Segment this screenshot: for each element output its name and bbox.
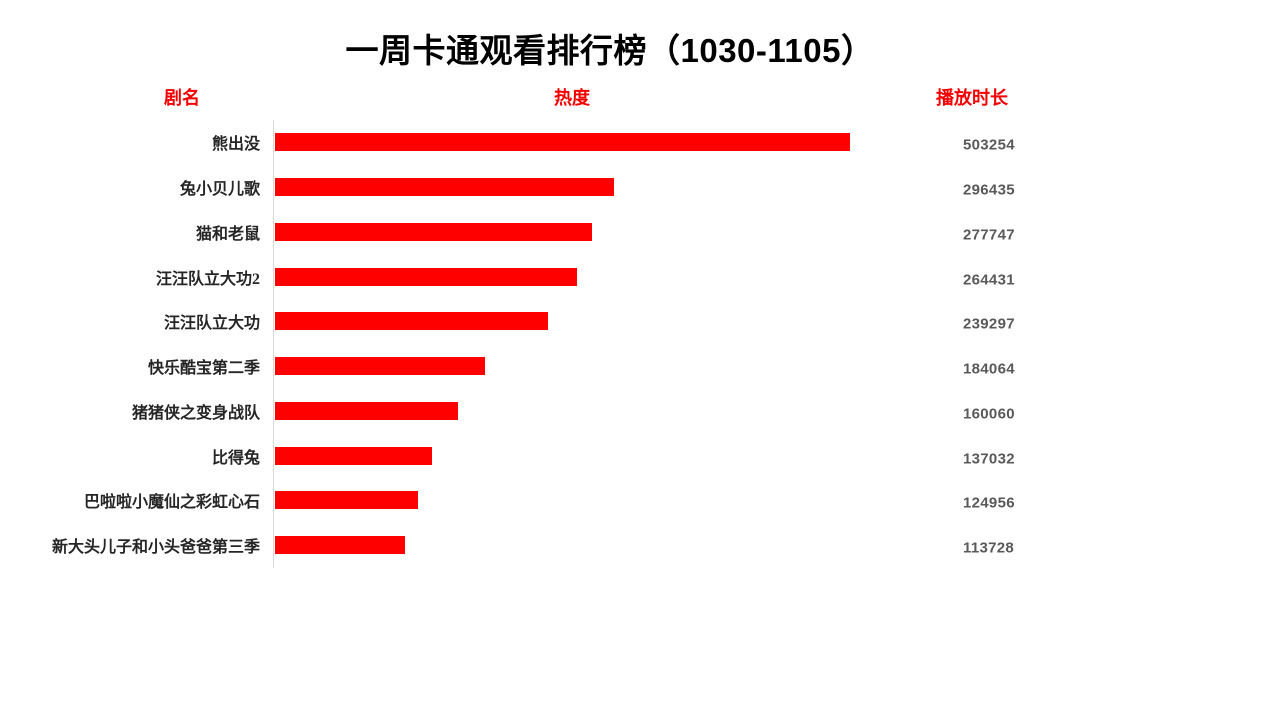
column-header-duration: 播放时长 — [936, 88, 1008, 108]
row-value: 124956 — [963, 494, 1015, 512]
row-label: 新大头儿子和小头爸爸第三季 — [51, 539, 260, 557]
table-row: 新大头儿子和小头爸爸第三季 113728 — [0, 523, 1280, 568]
row-value: 277747 — [963, 226, 1015, 244]
row-bar — [275, 357, 486, 376]
row-bar — [275, 133, 850, 152]
table-row: 快乐酷宝第二季 184064 — [0, 344, 1280, 389]
chart-rows: 熊出没 503254 兔小贝儿歌 296435 猫和老鼠 277747 汪汪队立… — [0, 120, 1280, 568]
row-value: 239297 — [963, 315, 1015, 333]
row-bar — [275, 222, 593, 241]
row-label: 巴啦啦小魔仙之彩虹心石 — [83, 494, 260, 512]
chart-title: 一周卡通观看排行榜（1030-1105） — [345, 32, 875, 69]
row-bar — [275, 401, 458, 420]
row-label: 熊出没 — [211, 136, 260, 154]
y-axis-line — [273, 120, 274, 568]
table-row: 比得兔 137032 — [0, 433, 1280, 478]
row-value: 503254 — [963, 136, 1015, 154]
column-header-heat: 热度 — [554, 88, 590, 108]
row-bar — [275, 491, 418, 510]
row-value: 296435 — [963, 181, 1015, 199]
column-header-name: 剧名 — [164, 88, 200, 108]
row-value: 160060 — [963, 405, 1015, 423]
row-bar — [275, 536, 405, 555]
table-row: 熊出没 503254 — [0, 120, 1280, 165]
row-label: 比得兔 — [211, 449, 260, 467]
row-label: 汪汪队立大功 — [163, 315, 260, 333]
row-label: 猪猪侠之变身战队 — [131, 404, 260, 422]
row-value: 137032 — [963, 450, 1015, 468]
table-row: 巴啦啦小魔仙之彩虹心石 124956 — [0, 478, 1280, 523]
row-label: 兔小贝儿歌 — [179, 181, 260, 199]
row-bar — [275, 312, 549, 331]
row-value: 113728 — [963, 539, 1015, 557]
row-value: 264431 — [963, 271, 1015, 289]
table-row: 汪汪队立大功 239297 — [0, 299, 1280, 344]
row-value: 184064 — [963, 360, 1015, 378]
row-label: 快乐酷宝第二季 — [147, 360, 260, 378]
table-row: 猪猪侠之变身战队 160060 — [0, 389, 1280, 434]
row-bar — [275, 446, 432, 465]
row-bar — [275, 178, 614, 197]
table-row: 汪汪队立大功2 264431 — [0, 254, 1280, 299]
table-row: 兔小贝儿歌 296435 — [0, 165, 1280, 210]
row-bar — [275, 267, 578, 286]
row-label: 猫和老鼠 — [195, 225, 260, 243]
row-label: 汪汪队立大功2 — [155, 270, 260, 288]
table-row: 猫和老鼠 277747 — [0, 210, 1280, 255]
